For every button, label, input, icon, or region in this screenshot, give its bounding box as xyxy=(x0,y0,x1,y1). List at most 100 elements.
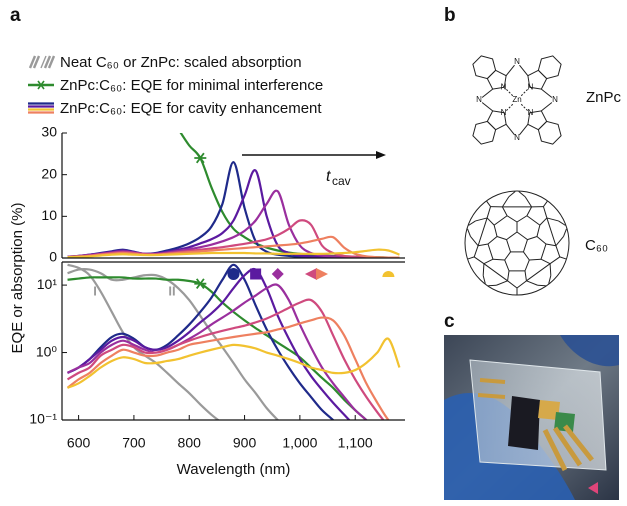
atom-label: N xyxy=(501,82,507,91)
annotation: t xyxy=(326,168,331,185)
bond xyxy=(502,207,507,216)
bond xyxy=(487,207,490,218)
series-line xyxy=(68,191,400,258)
y-tick-label: 20 xyxy=(41,165,57,181)
bond xyxy=(527,207,532,216)
bond xyxy=(488,237,497,245)
legend-label: ZnPc:C₆₀: EQE for cavity enhancement xyxy=(60,100,322,117)
x-tick-label: 1,000 xyxy=(282,435,317,451)
x-tick-label: 1,100 xyxy=(338,435,373,451)
device-photo xyxy=(444,335,619,500)
bond xyxy=(523,240,527,252)
panel-label: a xyxy=(10,5,21,26)
bond xyxy=(541,102,552,110)
x-tick-label: 700 xyxy=(122,435,146,451)
coordination-bond xyxy=(506,104,513,111)
series-line xyxy=(68,284,378,430)
benzene-ring xyxy=(473,121,496,144)
bond xyxy=(556,246,560,257)
bond xyxy=(484,259,493,263)
benzene-ring xyxy=(473,56,496,79)
bond xyxy=(487,201,491,206)
bond xyxy=(519,192,525,197)
atom-label: N xyxy=(476,95,482,104)
bond xyxy=(476,218,488,221)
annotation-arrow xyxy=(376,151,386,159)
bond xyxy=(470,236,478,245)
bond xyxy=(505,252,511,260)
plot-area xyxy=(68,129,400,258)
series-marker xyxy=(272,268,284,280)
figure: a b c EQE or absorption (%) ZnPc C₆₀ NNN… xyxy=(0,0,627,506)
atom-label: N xyxy=(528,108,534,117)
bond xyxy=(507,240,511,252)
bond xyxy=(526,281,537,285)
atom-label: N xyxy=(552,95,558,104)
bond xyxy=(494,216,507,225)
bond xyxy=(543,201,547,206)
bond xyxy=(488,244,493,259)
y-tick-label: 10¹ xyxy=(37,276,58,292)
bond xyxy=(543,207,546,218)
bond xyxy=(519,65,527,76)
bond xyxy=(527,237,537,240)
bond xyxy=(517,232,527,240)
bond xyxy=(468,257,474,259)
x-axis-label: Wavelength (nm) xyxy=(177,461,291,478)
bond xyxy=(541,89,552,97)
bond xyxy=(483,264,484,276)
bond xyxy=(550,257,560,264)
molecule-label: ZnPc xyxy=(586,89,622,106)
bond xyxy=(474,257,484,264)
bond xyxy=(550,264,551,276)
legend-icon xyxy=(36,81,46,89)
bond xyxy=(493,259,505,260)
bond xyxy=(508,271,509,281)
bond xyxy=(546,244,556,246)
bond xyxy=(478,218,487,246)
bond xyxy=(519,124,527,135)
series-label: II xyxy=(168,283,175,298)
bond xyxy=(537,237,546,245)
bond xyxy=(517,216,527,222)
bond xyxy=(467,229,470,237)
bond xyxy=(487,218,494,225)
series-marker xyxy=(228,268,240,280)
bond xyxy=(482,102,493,110)
page: a b c EQE or absorption (%) ZnPc C₆₀ NNN… xyxy=(0,0,627,506)
bond xyxy=(497,237,507,240)
bond xyxy=(509,192,515,197)
x-tick-label: 800 xyxy=(178,435,202,451)
bond xyxy=(496,281,507,285)
bond xyxy=(474,246,478,257)
series-marker xyxy=(316,268,328,280)
bond xyxy=(526,264,550,281)
bond xyxy=(494,225,497,236)
bond xyxy=(527,216,540,225)
bond xyxy=(547,218,556,246)
bond xyxy=(482,89,493,97)
atom-label: N xyxy=(528,82,534,91)
bond xyxy=(547,218,559,221)
y-axis-label: EQE or absorption (%) xyxy=(9,203,26,354)
y-tick-label: 30 xyxy=(41,124,57,140)
bond xyxy=(541,259,550,263)
y-tick-label: 0 xyxy=(49,249,57,265)
bond xyxy=(560,257,566,259)
benzene-ring xyxy=(538,56,561,79)
atom-label: N xyxy=(501,108,507,117)
bond xyxy=(529,259,541,260)
series-marker xyxy=(250,269,261,280)
molecule-label: C₆₀ xyxy=(585,237,608,254)
bond xyxy=(523,252,529,260)
bond xyxy=(525,197,531,207)
legend-label: Neat C₆₀ or ZnPc: scaled absorption xyxy=(60,54,302,71)
series-marker xyxy=(194,153,206,163)
panel-label: b xyxy=(444,5,456,26)
x-tick-label: 900 xyxy=(233,435,257,451)
x-tick-label: 600 xyxy=(67,435,91,451)
series-label: I xyxy=(93,283,97,298)
y-tick-label: 10⁻¹ xyxy=(29,411,57,427)
atom-label: Zn xyxy=(512,95,521,104)
